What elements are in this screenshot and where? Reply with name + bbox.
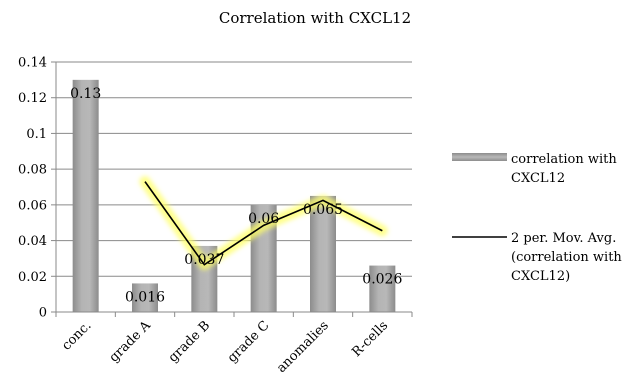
legend-bar-swatch	[452, 153, 507, 161]
x-tick-label: anomalies	[274, 318, 332, 376]
data-label: 0.065	[303, 202, 343, 218]
x-tick-label: R-cells	[349, 318, 391, 360]
bar	[132, 283, 158, 312]
x-tick-label: grade B	[166, 318, 213, 365]
bar	[72, 79, 99, 312]
y-tick-label: 0	[39, 306, 47, 321]
bar	[369, 265, 396, 312]
bar-series	[72, 79, 396, 312]
data-label: 0.13	[70, 86, 101, 102]
x-tick-label: conc.	[59, 318, 94, 353]
data-label: 0.026	[362, 272, 402, 288]
data-label: 0.016	[125, 289, 165, 305]
y-tick-label: 0.08	[18, 163, 47, 178]
x-tick-label: grade A	[107, 318, 155, 366]
legend-bar-label: CXCL12	[511, 171, 565, 186]
moving-average-line	[144, 181, 383, 266]
data-label: 0.06	[248, 211, 279, 227]
bar	[310, 195, 336, 312]
axes	[55, 62, 412, 313]
chart-title: Correlation with CXCL12	[219, 9, 411, 27]
data-labels: 0.13 0.016 0.037 0.06 0.065 0.026	[70, 86, 402, 306]
y-tick-label: 0.04	[18, 234, 47, 249]
grid-lines	[56, 61, 412, 277]
moving-average-series	[139, 176, 388, 271]
y-tick-label: 0.14	[18, 56, 47, 71]
x-tick-label: grade C	[225, 318, 273, 366]
legend-line-label: CXCL12)	[511, 269, 570, 284]
y-tick-label: 0.12	[18, 91, 47, 106]
legend: correlation with CXCL12 2 per. Mov. Avg. (c…	[452, 152, 622, 284]
y-tick-label: 0.02	[18, 270, 47, 285]
y-axis-ticks: 0 0.02 0.04 0.06 0.08 0.1 0.12 0.14	[18, 56, 56, 321]
legend-line-label: (correlation with	[511, 250, 622, 265]
legend-line-label: 2 per. Mov. Avg.	[511, 231, 616, 246]
data-label: 0.037	[184, 252, 224, 268]
y-tick-label: 0.06	[18, 198, 47, 213]
legend-bar-label: correlation with	[511, 152, 617, 167]
y-tick-label: 0.1	[26, 127, 47, 142]
